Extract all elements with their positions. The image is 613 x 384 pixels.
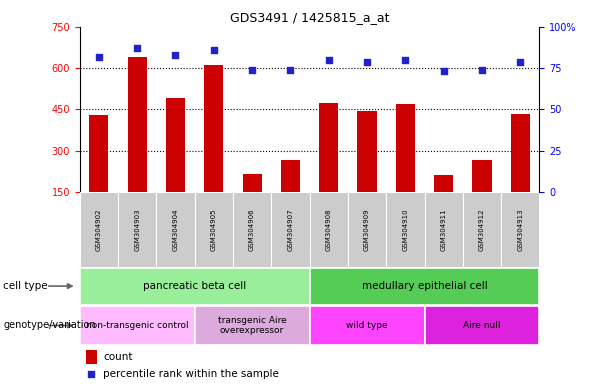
Text: GSM304911: GSM304911 <box>441 208 447 251</box>
Text: GSM304904: GSM304904 <box>172 208 178 251</box>
Bar <box>195 306 310 345</box>
Bar <box>319 103 338 192</box>
Text: non-transgenic control: non-transgenic control <box>86 321 188 330</box>
Text: GSM304905: GSM304905 <box>211 208 217 251</box>
Text: GSM304908: GSM304908 <box>326 208 332 251</box>
Text: medullary epithelial cell: medullary epithelial cell <box>362 281 487 291</box>
Bar <box>166 98 185 192</box>
Bar <box>473 161 492 192</box>
Bar <box>118 192 156 267</box>
Text: Aire null: Aire null <box>463 321 501 330</box>
Point <box>286 67 295 73</box>
Point <box>209 47 219 53</box>
Text: cell type: cell type <box>3 281 48 291</box>
Text: transgenic Aire
overexpressor: transgenic Aire overexpressor <box>218 316 286 335</box>
Bar <box>195 192 233 267</box>
Point <box>94 53 104 60</box>
Bar <box>80 192 118 267</box>
Point <box>400 57 410 63</box>
Bar <box>128 57 147 192</box>
Bar <box>204 65 223 192</box>
Text: percentile rank within the sample: percentile rank within the sample <box>103 369 279 379</box>
Point <box>362 58 372 65</box>
Point <box>439 68 449 74</box>
Text: GSM304910: GSM304910 <box>402 208 408 251</box>
Bar <box>424 306 539 345</box>
Bar <box>233 192 271 267</box>
Bar <box>348 192 386 267</box>
Bar <box>463 192 501 267</box>
Point <box>170 52 180 58</box>
Bar <box>386 192 424 267</box>
Bar <box>271 192 310 267</box>
Text: GSM304903: GSM304903 <box>134 208 140 251</box>
Text: GSM304906: GSM304906 <box>249 208 255 251</box>
Point <box>516 58 525 65</box>
Bar <box>310 268 539 305</box>
Text: GSM304902: GSM304902 <box>96 208 102 251</box>
Text: GSM304907: GSM304907 <box>287 208 294 251</box>
Bar <box>156 192 195 267</box>
Text: wild type: wild type <box>346 321 388 330</box>
Bar <box>396 104 415 192</box>
Bar <box>357 111 376 192</box>
Point <box>247 67 257 73</box>
Point <box>132 45 142 51</box>
Bar <box>80 268 310 305</box>
Bar <box>89 115 109 192</box>
Bar <box>511 114 530 192</box>
Text: GSM304912: GSM304912 <box>479 208 485 251</box>
Bar <box>86 350 97 364</box>
Text: GSM304913: GSM304913 <box>517 208 524 251</box>
Point <box>324 57 333 63</box>
Bar <box>501 192 539 267</box>
Text: pancreatic beta cell: pancreatic beta cell <box>143 281 246 291</box>
Text: genotype/variation: genotype/variation <box>3 320 96 331</box>
Point <box>477 67 487 73</box>
Bar <box>281 161 300 192</box>
Point <box>86 371 96 377</box>
Bar <box>424 192 463 267</box>
Text: count: count <box>103 352 132 362</box>
Bar <box>310 306 424 345</box>
Bar <box>80 306 195 345</box>
Bar <box>243 174 262 192</box>
Text: GSM304909: GSM304909 <box>364 208 370 251</box>
Title: GDS3491 / 1425815_a_at: GDS3491 / 1425815_a_at <box>230 11 389 24</box>
Bar <box>310 192 348 267</box>
Bar <box>434 175 453 192</box>
